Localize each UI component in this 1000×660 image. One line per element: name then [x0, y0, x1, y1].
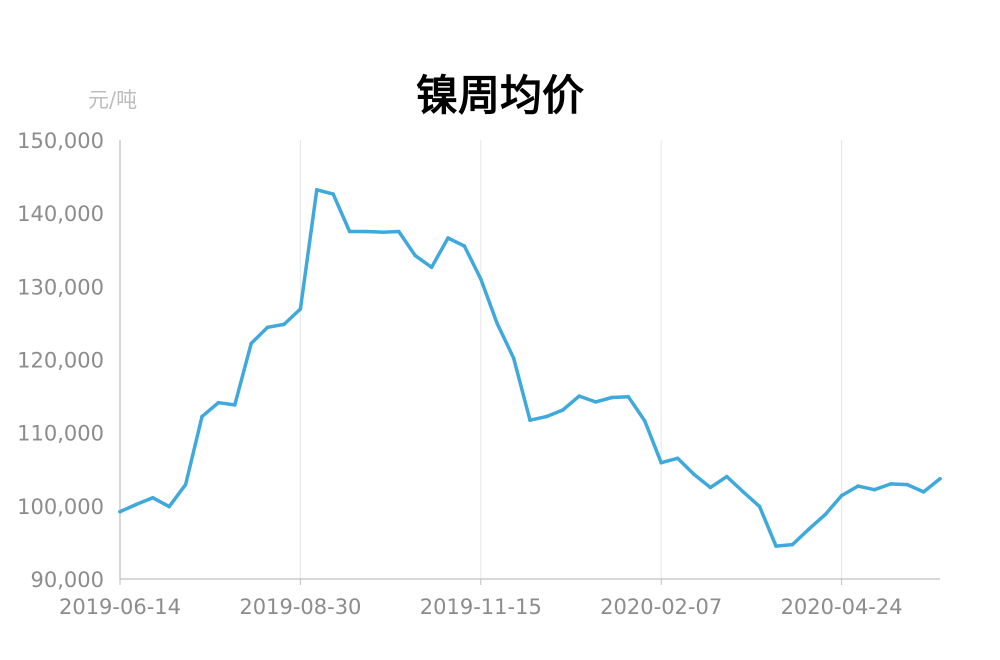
data-point	[593, 400, 598, 404]
data-point	[429, 265, 434, 270]
data-point	[397, 229, 401, 234]
y-tick-label: 100,000	[17, 495, 104, 519]
data-point	[921, 490, 926, 494]
data-point	[200, 414, 204, 419]
y-tick-label: 130,000	[17, 275, 104, 299]
data-point	[725, 474, 729, 479]
data-point	[233, 403, 237, 407]
y-tick-label: 120,000	[17, 349, 104, 373]
data-point	[315, 188, 319, 192]
data-point	[610, 395, 614, 400]
data-point	[183, 482, 188, 487]
price-series-line	[118, 188, 942, 548]
data-point	[118, 509, 122, 514]
data-point	[413, 253, 418, 258]
axis-layer	[119, 140, 940, 585]
data-point	[462, 244, 467, 248]
data-point	[626, 395, 631, 399]
x-tick-label: 2020-04-24	[781, 595, 903, 619]
data-point	[889, 482, 893, 486]
data-point	[216, 400, 221, 405]
data-point	[282, 322, 286, 327]
data-point	[741, 490, 745, 494]
chart-title: 镍周均价	[415, 71, 584, 120]
y-tick-label: 150,000	[17, 129, 104, 153]
data-point	[675, 456, 680, 461]
x-tick-labels: 2019-06-14 2019-08-30 2019-11-15 2020-02-07…	[59, 595, 903, 619]
data-point	[774, 544, 778, 548]
y-unit-label: 元/吨	[88, 88, 138, 112]
data-point	[643, 419, 647, 423]
data-point	[380, 230, 385, 234]
x-tick-label: 2019-06-14	[59, 595, 181, 619]
data-point	[364, 229, 368, 234]
data-point	[905, 482, 909, 487]
data-point	[577, 394, 581, 398]
y-tick-label: 110,000	[17, 422, 104, 446]
data-point	[495, 321, 500, 326]
data-point	[167, 504, 171, 509]
data-point	[839, 493, 844, 498]
data-point	[790, 542, 795, 547]
x-tick-label: 2019-11-15	[420, 595, 542, 619]
data-point	[151, 496, 155, 500]
x-tick-label: 2019-08-30	[239, 595, 361, 619]
series-layer	[118, 188, 942, 548]
data-point	[265, 325, 270, 330]
data-point	[807, 527, 811, 531]
x-tick-label: 2020-02-07	[600, 595, 722, 619]
data-point	[544, 414, 549, 419]
data-point	[528, 418, 532, 423]
y-tick-labels: 90,000 100,000 110,000 120,000 130,000 140,00…	[17, 129, 104, 592]
data-point	[347, 229, 352, 234]
data-point	[659, 460, 663, 465]
data-point	[331, 192, 336, 196]
grid-layer	[299, 140, 843, 579]
data-point	[134, 502, 139, 507]
data-point	[479, 277, 483, 281]
data-point	[708, 485, 713, 490]
data-point	[446, 236, 450, 240]
data-point	[856, 484, 860, 488]
data-point	[561, 408, 565, 412]
y-tick-label: 90,000	[31, 568, 104, 592]
y-tick-label: 140,000	[17, 202, 104, 226]
data-point	[249, 341, 253, 346]
data-point	[823, 512, 827, 517]
data-point	[511, 356, 516, 360]
data-point	[298, 307, 303, 311]
data-point	[692, 472, 696, 477]
data-point	[872, 487, 877, 492]
data-point	[938, 477, 942, 481]
data-point	[757, 504, 762, 509]
